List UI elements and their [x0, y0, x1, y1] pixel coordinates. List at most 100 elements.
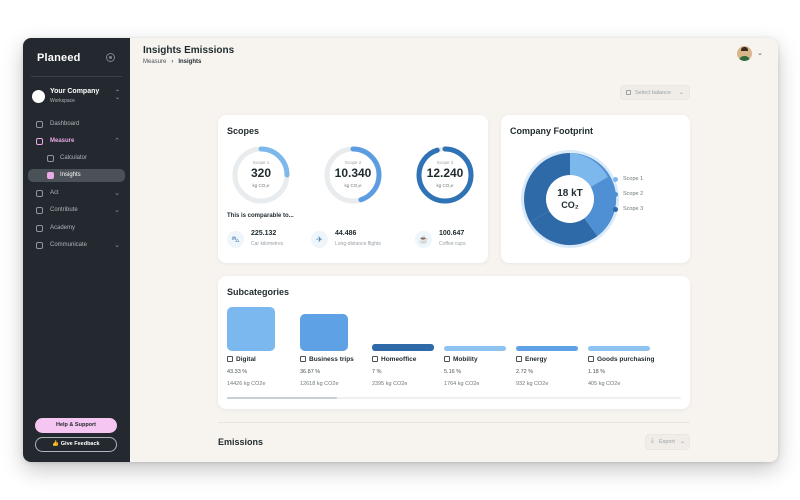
- chevron-down-icon: ⌄: [679, 439, 685, 445]
- car-icon: ⛍: [227, 231, 244, 248]
- sidebar-item-dashboard[interactable]: Dashboard: [28, 118, 125, 131]
- footprint-title: Company Footprint: [510, 126, 593, 136]
- communicate-icon: [36, 242, 43, 249]
- footprint-donut-chart[interactable]: [520, 149, 620, 249]
- subcategory-name: Homeoffice: [372, 356, 416, 363]
- sidebar-item-label: Communicate: [50, 242, 88, 248]
- scope-label: Scope 2: [344, 160, 362, 165]
- scope-value: 10.340: [334, 166, 372, 180]
- company-footprint-card: Company Footprint 18 kT CO₂ Scope 1 Scop…: [501, 115, 690, 263]
- subcategory-goods-purchasing[interactable]: Goods purchasing 1.18 % 405 kg CO2e: [588, 276, 668, 409]
- subcategory-name: Digital: [227, 356, 256, 363]
- sidebar-item-label: Academy: [50, 225, 76, 231]
- page-title: Insights Emissions: [143, 45, 235, 56]
- subcategories-card: Subcategories Digital 43.33 % 14426 kg C…: [218, 276, 690, 409]
- chevron-down-icon: ⌄: [114, 190, 120, 197]
- subcategory-percent: 2.72 %: [516, 369, 534, 375]
- legend-dot: [613, 207, 618, 212]
- subcategory-bar: [227, 307, 275, 351]
- chevron-down-icon: ⌄: [678, 90, 684, 96]
- subcategory-business-trips[interactable]: Business trips 36.87 % 12618 kg CO2e: [300, 276, 380, 409]
- chevron-up-icon: ⌃: [114, 138, 120, 145]
- chevron-down-icon[interactable]: ⌄: [757, 50, 763, 57]
- horizontal-scrollbar-track[interactable]: [227, 397, 681, 399]
- legend-dot: [613, 192, 618, 197]
- chevron-down-icon: ⌄: [114, 242, 120, 249]
- sidebar-item-academy[interactable]: Academy: [28, 222, 125, 235]
- subcategory-bar: [444, 346, 506, 351]
- breadcrumb: Measure › Insights: [143, 59, 201, 65]
- subcategory-energy[interactable]: Energy 2.72 % 932 kg CO2e: [516, 276, 596, 409]
- chevron-updown-icon: ⌃ ⌄: [115, 90, 121, 101]
- calculator-icon: [47, 155, 54, 162]
- user-avatar[interactable]: [737, 46, 752, 61]
- subcategory-name: Mobility: [444, 356, 478, 363]
- legend-label: Scope 1: [623, 176, 644, 182]
- app-logo[interactable]: Planeed: [37, 52, 81, 64]
- breadcrumb-measure[interactable]: Measure: [143, 59, 167, 65]
- subcategory-name: Energy: [516, 356, 547, 363]
- workspace-name: Your Company: [50, 88, 100, 95]
- sidebar-item-label: Dashboard: [50, 121, 80, 127]
- scope-ring-chart: [324, 146, 382, 204]
- subcategory-label: Homeoffice: [381, 356, 417, 363]
- home-icon: [372, 356, 378, 362]
- footprint-total-value: 18 kT: [557, 188, 583, 199]
- subcategory-co2: 1764 kg CO2e: [444, 381, 480, 387]
- export-dropdown[interactable]: ⤓ Export ⌄: [645, 434, 690, 450]
- box-icon: [588, 356, 594, 362]
- scope-unit: kg CO₂e: [344, 183, 362, 188]
- app-window: Planeed Your Company Workspace ⌃ ⌄ Dashbo…: [23, 38, 778, 462]
- sidebar-item-insights[interactable]: Insights: [28, 169, 125, 182]
- scope-ring[interactable]: Scope 1 320 kg CO₂e: [231, 145, 291, 205]
- sidebar-item-contribute[interactable]: Contribute ⌄: [28, 204, 125, 217]
- sidebar-divider: [31, 76, 122, 77]
- settings-icon[interactable]: [106, 53, 115, 62]
- chevron-down-icon: ⌄: [114, 207, 120, 214]
- sidebar-item-label: Contribute: [50, 207, 78, 213]
- subcategory-name: Business trips: [300, 356, 354, 363]
- subcategory-percent: 43.33 %: [227, 369, 248, 375]
- contribute-icon: [36, 207, 43, 214]
- comparison-label: Car kilometres: [251, 241, 284, 247]
- subcategory-co2: 14426 kg CO2e: [227, 381, 266, 387]
- scope-ring[interactable]: Scope 2 10.340 kg CO₂e: [323, 145, 383, 205]
- subcategory-mobility[interactable]: Mobility 5.16 % 1764 kg CO2e: [444, 276, 524, 409]
- sidebar-item-label: Act: [50, 190, 59, 196]
- dashboard-icon: [36, 121, 43, 128]
- help-support-button[interactable]: Help & Support: [35, 418, 117, 433]
- export-label: Export: [659, 439, 675, 445]
- scope-ring[interactable]: Scope 3 12.240 kg CO₂e: [415, 145, 475, 205]
- horizontal-scrollbar-thumb[interactable]: [227, 397, 337, 399]
- sidebar-item-act[interactable]: Act ⌄: [28, 187, 125, 200]
- give-feedback-button[interactable]: 👍 Give Feedback: [35, 437, 117, 452]
- comparison-value: 100.647: [439, 230, 465, 237]
- subcategory-homeoffice[interactable]: Homeoffice 7 % 2395 kg CO2e: [372, 276, 452, 409]
- select-balance-placeholder: Select balance: [635, 90, 672, 96]
- subcategory-co2: 932 kg CO2e: [516, 381, 549, 387]
- footprint-total-unit: CO₂: [561, 200, 579, 210]
- section-divider: [218, 422, 690, 423]
- sidebar-item-measure[interactable]: Measure ⌃: [28, 135, 125, 148]
- sidebar-item-label: Calculator: [60, 155, 88, 161]
- subcategory-name: Goods purchasing: [588, 356, 654, 363]
- sidebar-item-calculator[interactable]: Calculator: [28, 152, 125, 165]
- sidebar-item-communicate[interactable]: Communicate ⌄: [28, 239, 125, 252]
- academy-icon: [36, 225, 43, 232]
- scopes-title: Scopes: [227, 126, 260, 136]
- subcategory-bar: [588, 346, 650, 351]
- thumbs-up-icon: 👍: [52, 441, 60, 447]
- subcategory-digital[interactable]: Digital 43.33 % 14426 kg CO2e: [227, 276, 307, 409]
- scope-label: Scope 1: [252, 160, 270, 165]
- workspace-switcher[interactable]: Your Company Workspace ⌃ ⌄: [31, 86, 123, 110]
- select-balance-dropdown[interactable]: Select balance ⌄: [620, 85, 690, 100]
- scopes-card: Scopes Scope 1 320 kg CO₂e Scope 2 10.34…: [218, 115, 488, 263]
- subcategory-label: Business trips: [309, 356, 354, 363]
- play-icon: [36, 190, 43, 197]
- subcategory-percent: 7 %: [372, 369, 382, 375]
- scope-ring-chart: [232, 146, 290, 204]
- subcategory-label: Mobility: [453, 356, 478, 363]
- subcategory-label: Energy: [525, 356, 548, 363]
- bus-icon: [444, 356, 450, 362]
- comparison-label: Long-distance flights: [335, 241, 381, 247]
